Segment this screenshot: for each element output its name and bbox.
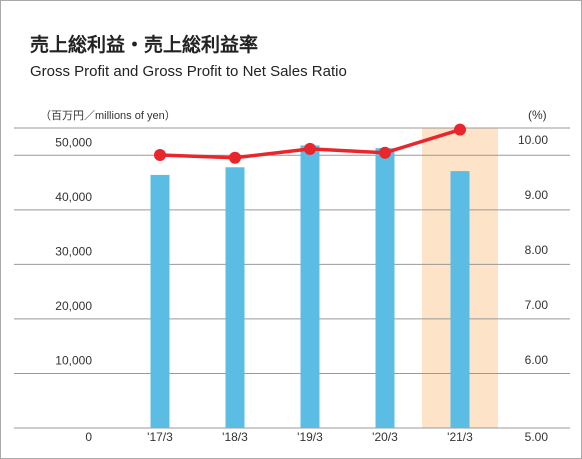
bar [300, 145, 320, 429]
y-tick-label: 20,000 [55, 299, 92, 313]
y2-tick-label: 7.00 [525, 298, 549, 312]
chart-title: 売上総利益・売上総利益率 [30, 33, 258, 56]
x-tick-label: '18/3 [222, 430, 248, 444]
y-axis-label: （百万円／millions of yen） [40, 109, 176, 122]
y2-axis-label: (%) [528, 108, 547, 122]
x-tick-label: '21/3 [447, 430, 473, 444]
y-tick-label: 0 [85, 430, 92, 444]
line-point [229, 151, 241, 164]
chart-subtitle: Gross Profit and Gross Profit to Net Sal… [30, 63, 347, 80]
bar [450, 171, 470, 428]
x-tick-label: '20/3 [372, 430, 398, 444]
line-point [154, 148, 166, 161]
y-tick-label: 50,000 [55, 135, 92, 149]
bar [150, 174, 170, 428]
line-point [454, 123, 466, 136]
y2-tick-label: 9.00 [525, 188, 549, 202]
x-tick-label: '19/3 [297, 430, 323, 444]
line-point [304, 142, 316, 155]
y-tick-label: 40,000 [55, 190, 92, 204]
y2-tick-label: 8.00 [525, 243, 549, 257]
y2-tick-label: 5.00 [525, 430, 549, 444]
y-tick-label: 10,000 [55, 354, 92, 368]
x-tick-label: '17/3 [147, 430, 173, 444]
y2-tick-label: 6.00 [525, 353, 549, 367]
line-point [379, 146, 391, 159]
y-tick-label: 30,000 [55, 245, 92, 259]
bar [225, 167, 245, 429]
y2-tick-label: 10.00 [518, 133, 548, 147]
bar [375, 148, 395, 428]
